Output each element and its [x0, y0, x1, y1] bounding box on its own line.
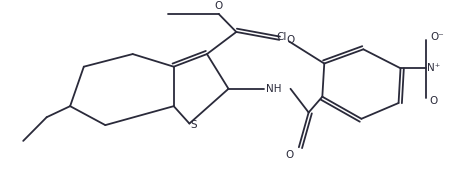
Text: O: O [285, 150, 294, 160]
Text: N⁺: N⁺ [427, 63, 440, 73]
Text: O: O [429, 96, 438, 106]
Text: O: O [215, 1, 223, 11]
Text: O: O [286, 35, 295, 45]
Text: Cl: Cl [276, 32, 286, 42]
Text: NH: NH [266, 84, 281, 94]
Text: S: S [191, 120, 197, 130]
Text: O⁻: O⁻ [430, 32, 444, 42]
